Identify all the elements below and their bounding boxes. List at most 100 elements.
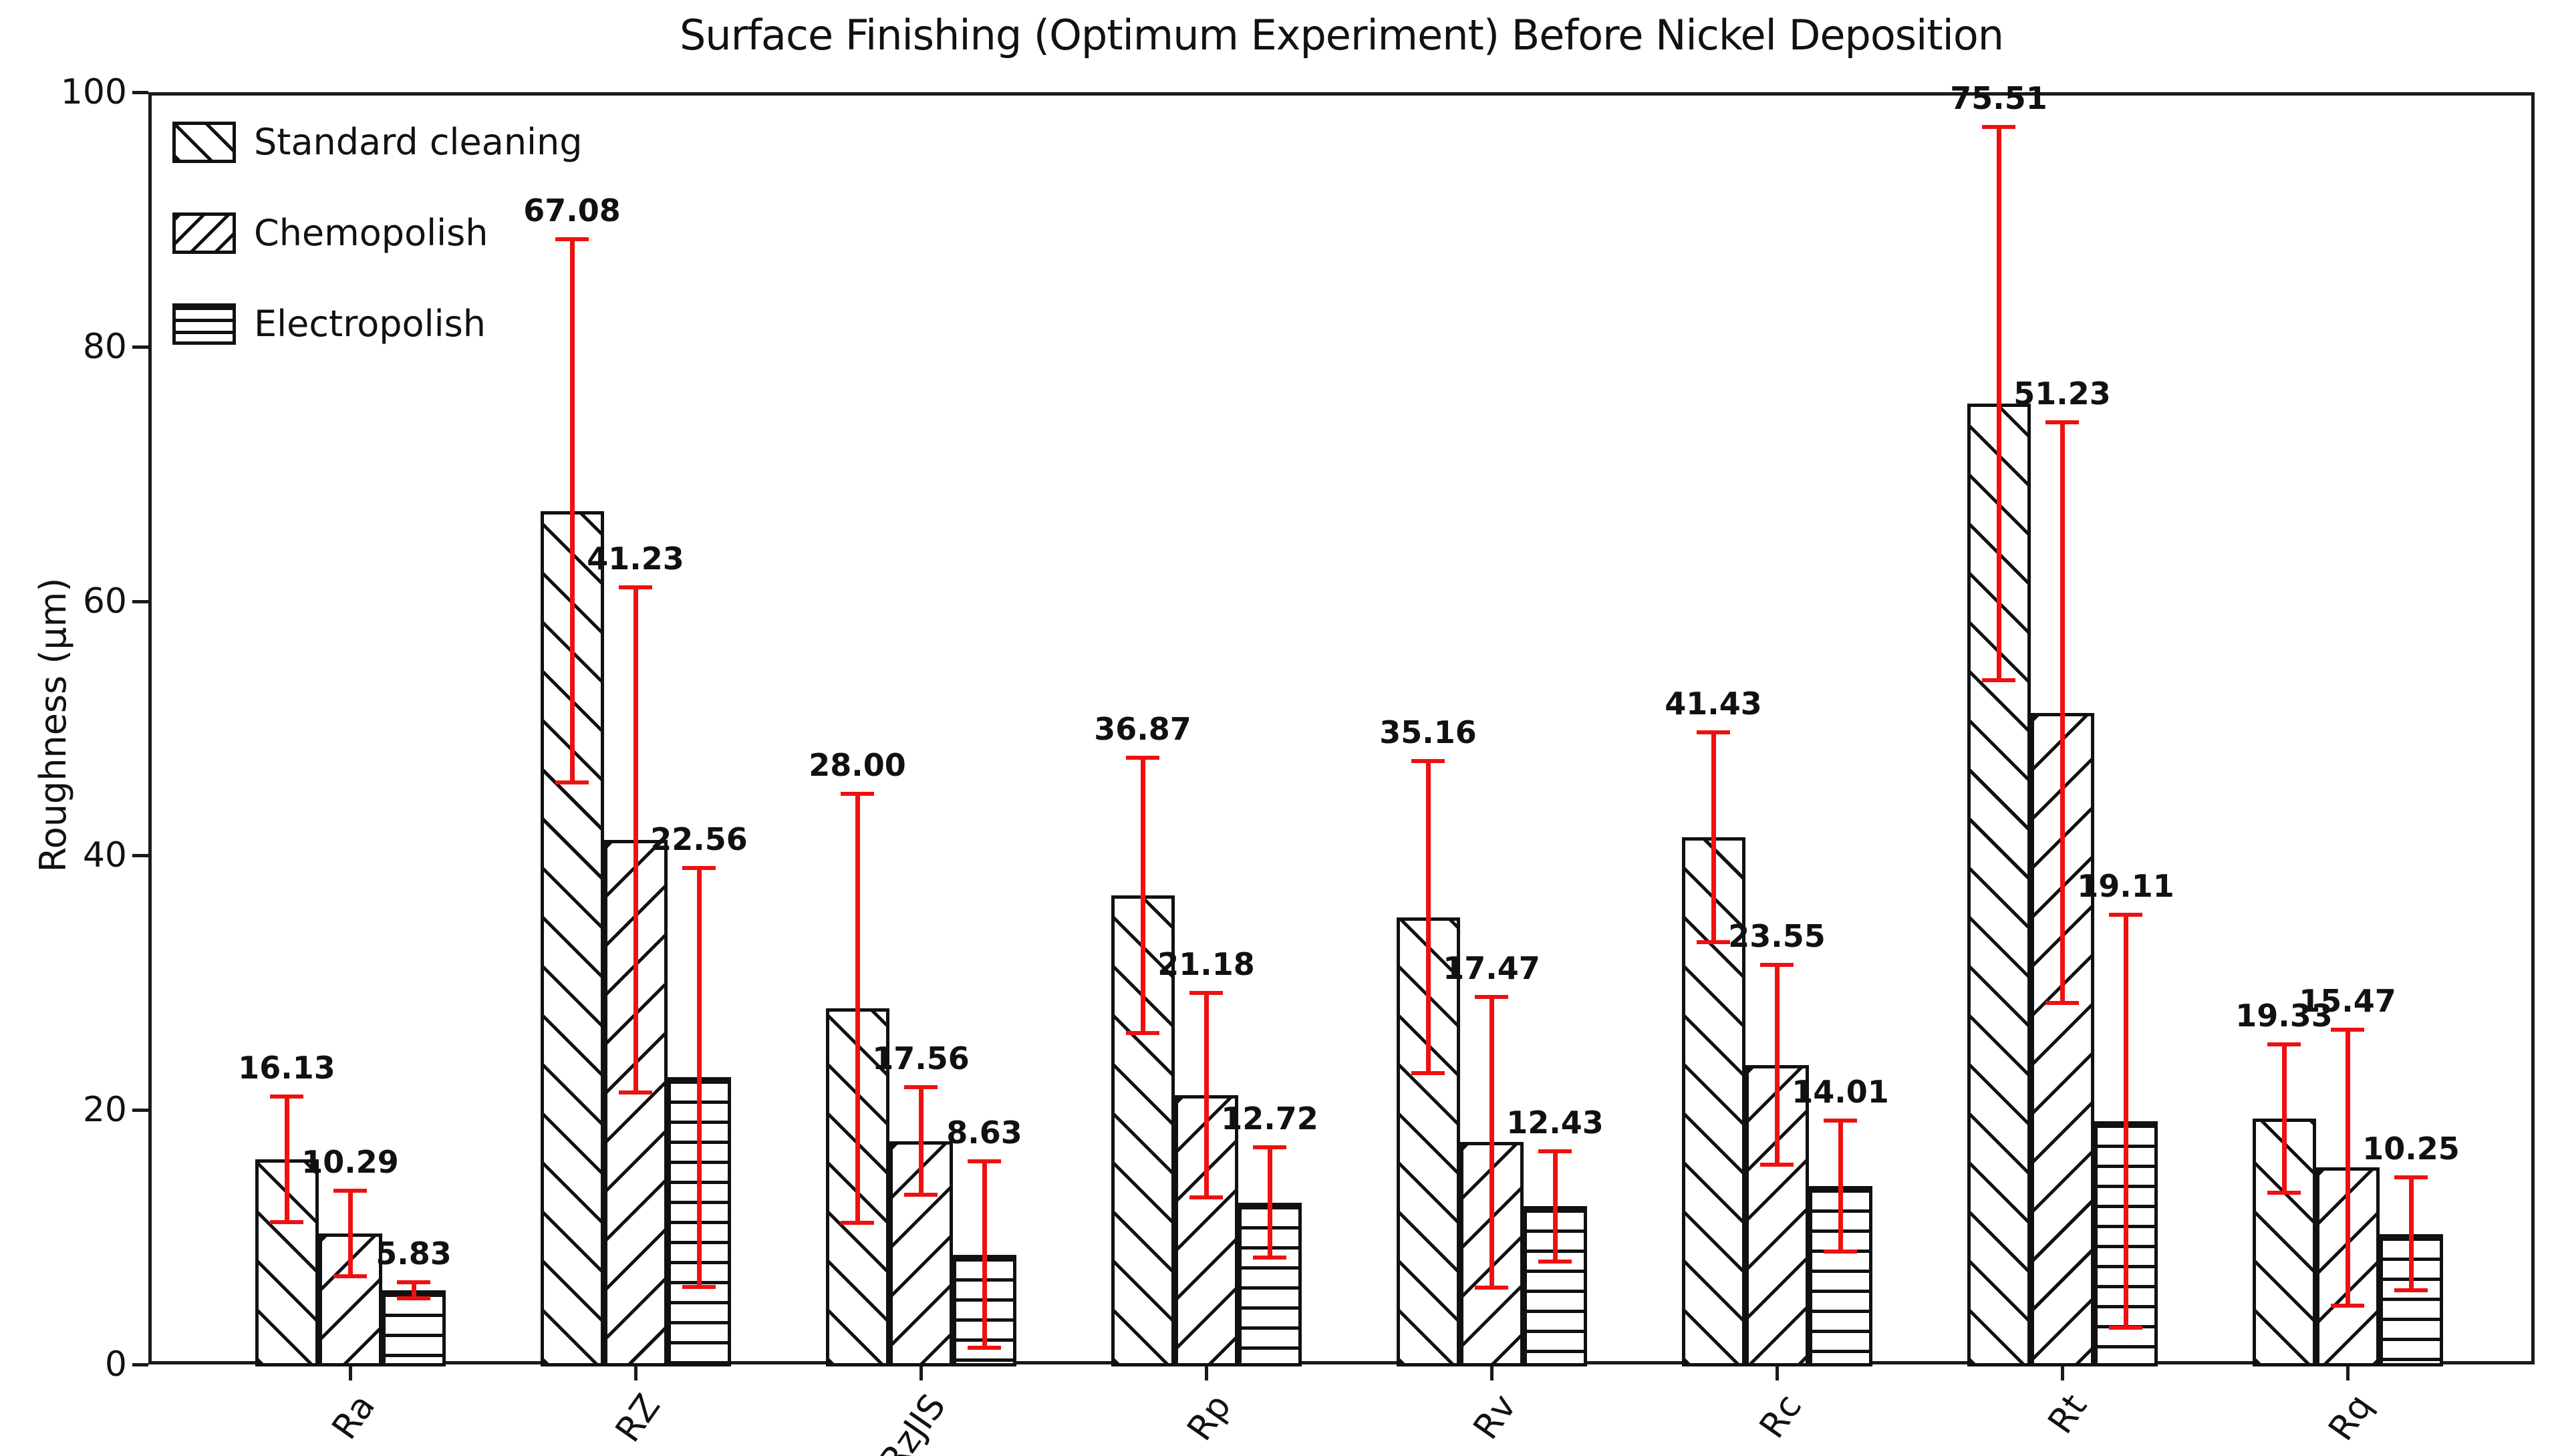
error-bar [1411, 759, 1445, 1075]
bar-value-label: 35.16 [1379, 714, 1477, 751]
y-tick-label: 20 [82, 1090, 127, 1131]
error-bar-cap-top [841, 792, 874, 796]
error-bar-cap-top [1824, 1119, 1857, 1123]
error-bar-cap-bottom [1475, 1286, 1508, 1290]
error-bar-stem [412, 1280, 416, 1301]
error-bar-cap-top [2267, 1042, 2301, 1046]
error-bar-cap-top [1126, 755, 1159, 760]
horizontal-hatch-swatch-icon [172, 303, 236, 345]
error-bar-cap-bottom [968, 1346, 1001, 1350]
x-tick [2346, 1364, 2350, 1380]
x-tick [349, 1364, 352, 1380]
bar-value-label: 8.63 [946, 1114, 1022, 1151]
error-bar-stem [1553, 1149, 1558, 1264]
bar-value-label: 36.87 [1094, 710, 1191, 747]
error-bar [682, 866, 716, 1289]
x-tick [2061, 1364, 2064, 1380]
x-tick [919, 1364, 923, 1380]
bar-value-label: 12.72 [1221, 1101, 1318, 1137]
error-bar-cap-bottom [682, 1284, 716, 1289]
error-bar-stem [2282, 1042, 2287, 1195]
error-bar [1253, 1145, 1286, 1260]
bar-value-label: 14.01 [1792, 1074, 1889, 1111]
error-bar-cap-top [270, 1094, 303, 1099]
error-bar-cap-bottom [1538, 1260, 1572, 1264]
bar [889, 1141, 953, 1366]
error-bar-cap-bottom [2267, 1191, 2301, 1195]
error-bar-cap-bottom [397, 1296, 430, 1301]
error-bar [1538, 1149, 1572, 1264]
error-bar-stem [2124, 912, 2128, 1330]
error-bar-cap-bottom [1697, 940, 1730, 945]
y-tick-label: 100 [60, 72, 127, 112]
error-bar-stem [570, 237, 575, 785]
y-tick-label: 40 [82, 835, 127, 876]
error-bar-cap-top [2045, 420, 2079, 424]
error-bar [1824, 1119, 1857, 1254]
y-tick [132, 599, 148, 603]
bar-value-label: 5.83 [376, 1235, 452, 1272]
error-bar [2267, 1042, 2301, 1195]
error-bar-cap-top [333, 1189, 367, 1193]
error-bar [333, 1189, 367, 1278]
error-bar [1697, 730, 1730, 945]
error-bar-stem [1426, 759, 1431, 1075]
bar-value-label: 75.51 [1950, 80, 2047, 117]
bar [603, 839, 668, 1366]
error-bar [2394, 1175, 2428, 1293]
error-bar [2109, 912, 2142, 1330]
y-tick-label: 60 [82, 581, 127, 621]
y-tick [132, 1363, 148, 1366]
error-bar-cap-bottom [904, 1193, 938, 1197]
error-bar-cap-bottom [1126, 1031, 1159, 1036]
error-bar-stem [285, 1094, 289, 1224]
error-bar-stem [1711, 730, 1716, 945]
bar-value-label: 16.13 [238, 1049, 335, 1086]
chart-title: Surface Finishing (Optimum Experiment) B… [679, 11, 2004, 59]
error-bar-cap-top [397, 1280, 430, 1284]
error-bar-cap-top [2331, 1028, 2364, 1032]
error-bar [1475, 994, 1508, 1290]
error-bar-stem [919, 1084, 924, 1197]
y-tick [132, 1109, 148, 1113]
error-bar [397, 1280, 430, 1301]
error-bar-stem [1204, 990, 1209, 1199]
bar-value-label: 23.55 [1728, 918, 1826, 955]
error-bar-cap-bottom [1824, 1250, 1857, 1254]
error-bar [1982, 125, 2015, 683]
error-bar-cap-bottom [2331, 1303, 2364, 1308]
error-bar [968, 1159, 1001, 1350]
error-bar-stem [633, 585, 638, 1095]
error-bar [1760, 963, 1794, 1167]
bar-value-label: 67.08 [523, 192, 621, 229]
error-bar-stem [2060, 420, 2065, 1006]
error-bar-cap-top [555, 237, 589, 242]
bar-value-label: 22.56 [650, 821, 748, 858]
error-bar-cap-top [904, 1084, 938, 1089]
error-bar-stem [855, 792, 860, 1225]
legend-item-label: Electropolish [254, 303, 486, 345]
error-bar-stem [348, 1189, 353, 1278]
error-bar-stem [1997, 125, 2001, 683]
error-bar-cap-top [2394, 1175, 2428, 1180]
error-bar [1189, 990, 1223, 1199]
error-bar-stem [1268, 1145, 1272, 1260]
bar-value-label: 51.23 [2013, 375, 2111, 412]
error-bar-cap-top [1538, 1149, 1572, 1153]
bar-value-label: 17.47 [1443, 950, 1540, 986]
error-bar-stem [1490, 994, 1494, 1290]
bar-value-label: 41.43 [1665, 686, 1762, 722]
error-bar [619, 585, 652, 1095]
x-tick [1490, 1364, 1494, 1380]
error-bar-stem [697, 866, 702, 1289]
bar [382, 1290, 446, 1366]
y-tick [132, 854, 148, 858]
slash-hatch-swatch-icon [172, 212, 236, 254]
bar-value-label: 10.25 [2362, 1131, 2460, 1167]
error-bar-stem [2409, 1175, 2414, 1293]
error-bar [2045, 420, 2079, 1006]
error-bar-cap-bottom [333, 1274, 367, 1278]
